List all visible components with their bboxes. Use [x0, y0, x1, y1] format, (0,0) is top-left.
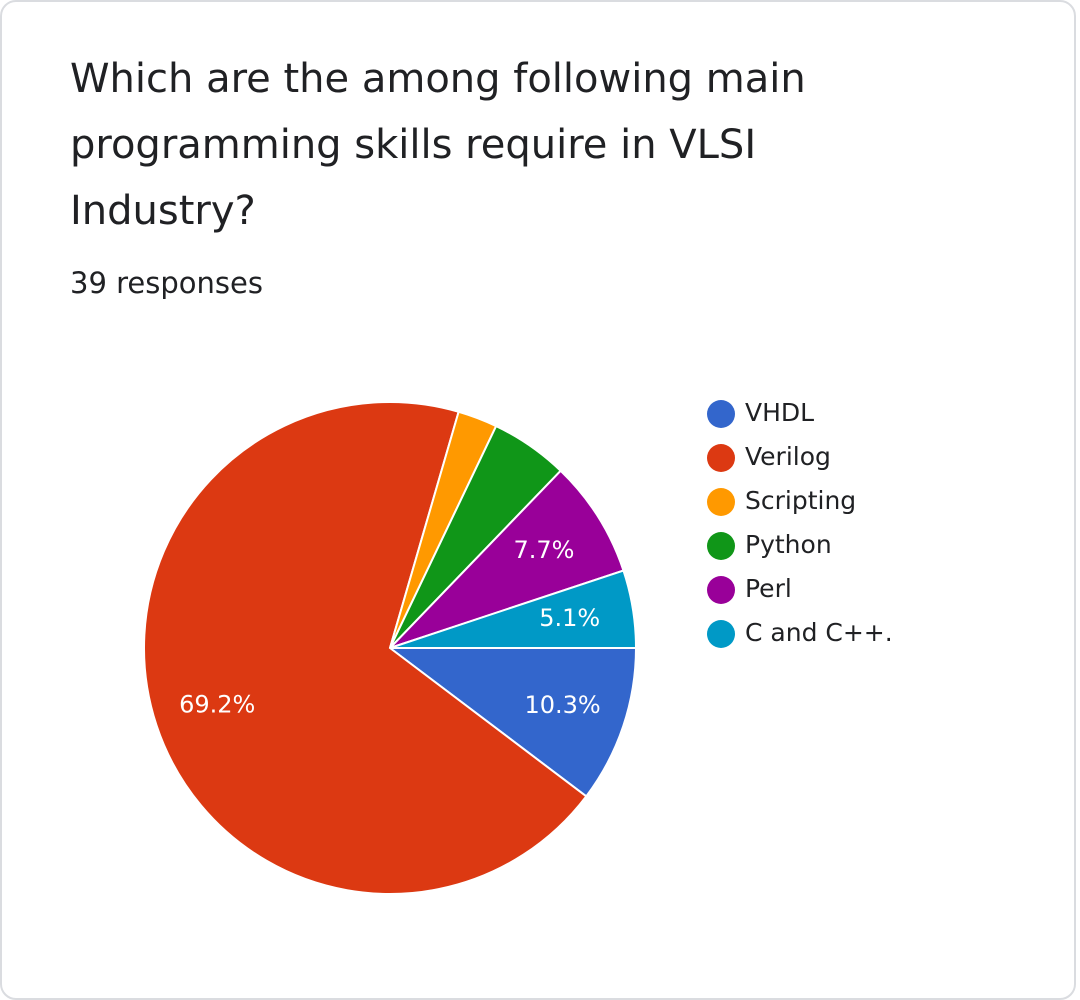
- legend-swatch: [707, 532, 735, 560]
- legend-swatch: [707, 444, 735, 472]
- pie-slice: [143, 401, 588, 895]
- slice-label: 10.3%: [524, 691, 600, 719]
- legend-label: C and C++.: [745, 618, 893, 647]
- legend-label: Verilog: [745, 442, 831, 471]
- legend-label: VHDL: [745, 398, 814, 427]
- legend-swatch: [707, 576, 735, 604]
- legend-swatch: [707, 400, 735, 428]
- legend-label: Perl: [745, 574, 792, 603]
- slice-label: 5.1%: [539, 604, 600, 632]
- slice-label: 7.7%: [514, 536, 575, 564]
- slice-label: 69.2%: [179, 690, 255, 718]
- pie-slice: [387, 647, 638, 798]
- pie-slice: [389, 469, 625, 649]
- question-title: Which are the among following main progr…: [70, 56, 806, 234]
- legend-swatch: [707, 620, 735, 648]
- legend-swatch: [707, 488, 735, 516]
- legend-label: Python: [745, 530, 832, 559]
- response-count: 39 responses: [70, 266, 263, 300]
- legend-label: Scripting: [745, 486, 856, 515]
- pie-slice: [389, 569, 638, 649]
